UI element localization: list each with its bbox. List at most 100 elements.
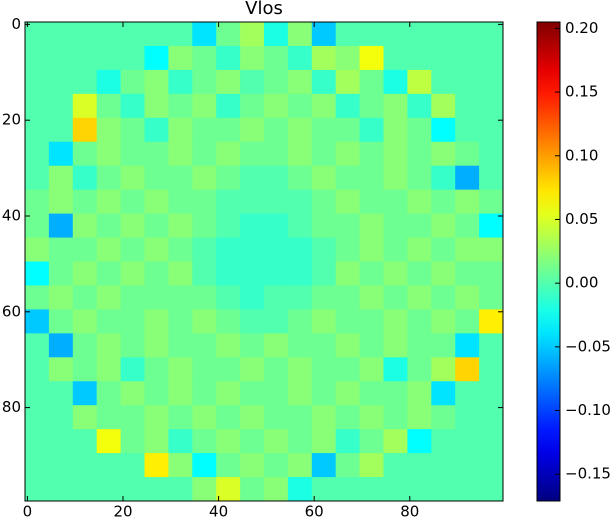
colorbar-tick-label: 0.10: [565, 146, 598, 164]
heatmap-cell: [383, 357, 408, 382]
heatmap-cell: [192, 285, 217, 310]
heatmap-cell: [287, 165, 313, 191]
heatmap-cell: [431, 357, 456, 382]
heatmap-cell: [144, 333, 169, 358]
heatmap-cell: [287, 117, 313, 143]
heatmap-cell: [168, 45, 193, 71]
heatmap-cell: [48, 141, 74, 167]
heatmap-cell: [48, 69, 74, 95]
heatmap-cell: [96, 357, 122, 382]
heatmap-cell: [431, 477, 456, 502]
heatmap-cell: [383, 237, 408, 262]
heatmap-cell: [335, 357, 361, 382]
heatmap-cell: [72, 93, 98, 119]
heatmap-cell: [168, 285, 193, 310]
heatmap-cell: [407, 22, 432, 47]
heatmap-cell: [25, 69, 50, 95]
heatmap-cell: [192, 45, 217, 71]
heatmap-cell: [192, 237, 217, 262]
colorbar-tick-label: −0.05: [565, 337, 611, 355]
heatmap-cell: [216, 261, 241, 286]
heatmap-cell: [407, 45, 432, 71]
heatmap-cell: [479, 117, 504, 143]
heatmap-cell: [311, 309, 337, 334]
heatmap-cell: [311, 22, 337, 47]
heatmap-cell: [120, 93, 145, 119]
heatmap-cell: [431, 117, 456, 143]
heatmap-cell: [455, 45, 480, 71]
heatmap-cell: [48, 333, 74, 358]
heatmap-cell: [144, 285, 169, 310]
heatmap-cell: [96, 22, 122, 47]
heatmap-cell: [72, 261, 98, 286]
heatmap-cell: [359, 309, 384, 334]
heatmap-cell: [407, 261, 432, 286]
y-tick-label: 40: [2, 206, 21, 224]
heatmap-cell: [72, 45, 98, 71]
colorbar-tick-label: 0.00: [565, 274, 598, 292]
heatmap-cell: [359, 477, 384, 502]
heatmap-cell: [335, 405, 361, 430]
heatmap-cell: [192, 22, 217, 47]
heatmap-cell: [240, 453, 265, 478]
heatmap-cell: [264, 381, 289, 406]
heatmap-cell: [431, 261, 456, 286]
heatmap-cell: [25, 309, 50, 334]
heatmap-cell: [479, 69, 504, 95]
heatmap-cell: [240, 309, 265, 334]
heatmap-cell: [192, 309, 217, 334]
heatmap-cell: [431, 285, 456, 310]
heatmap-cell: [287, 45, 313, 71]
heatmap-cell: [335, 117, 361, 143]
heatmap-cell: [311, 261, 337, 286]
heatmap-cell: [287, 477, 313, 502]
heatmap-cell: [264, 22, 289, 47]
heatmap-cell: [383, 309, 408, 334]
heatmap-cell: [144, 141, 169, 167]
heatmap-cell: [25, 189, 50, 215]
heatmap-cell: [359, 285, 384, 310]
heatmap-cell: [383, 477, 408, 502]
heatmap-cell: [25, 429, 50, 454]
heatmap-cell: [25, 333, 50, 358]
heatmap-cell: [144, 117, 169, 143]
heatmap-cell: [383, 93, 408, 119]
heatmap-cell: [192, 477, 217, 502]
heatmap-cell: [287, 285, 313, 310]
heatmap-cell: [335, 213, 361, 239]
heatmap-cell: [216, 453, 241, 478]
heatmap-cell: [48, 237, 74, 262]
heatmap-cell: [25, 261, 50, 286]
heatmap-cell: [431, 309, 456, 334]
heatmap-cell: [359, 381, 384, 406]
heatmap-cell: [48, 477, 74, 502]
heatmap-cell: [287, 213, 313, 239]
heatmap-cell: [96, 45, 122, 71]
heatmap-cell: [192, 213, 217, 239]
heatmap-cell: [25, 477, 50, 502]
heatmap-cell: [431, 381, 456, 406]
heatmap-cell: [431, 429, 456, 454]
x-tick-label: 80: [400, 503, 419, 519]
heatmap-cell: [335, 453, 361, 478]
heatmap-cell: [383, 117, 408, 143]
heatmap-cell: [120, 237, 145, 262]
heatmap-cell: [216, 22, 241, 47]
heatmap-cell: [383, 165, 408, 191]
heatmap-cell: [479, 93, 504, 119]
heatmap-cell: [264, 237, 289, 262]
heatmap-cell: [72, 141, 98, 167]
heatmap-cell: [359, 117, 384, 143]
heatmap-cell: [240, 237, 265, 262]
heatmap-cell: [479, 189, 504, 215]
heatmap-cell: [264, 261, 289, 286]
heatmap-cell: [120, 261, 145, 286]
heatmap-cell: [383, 429, 408, 454]
heatmap-cell: [359, 45, 384, 71]
heatmap-cell: [144, 381, 169, 406]
heatmap-cell: [168, 309, 193, 334]
heatmap-cell: [455, 477, 480, 502]
heatmap-cell: [168, 405, 193, 430]
heatmap-cell: [120, 357, 145, 382]
heatmap-cell: [144, 429, 169, 454]
